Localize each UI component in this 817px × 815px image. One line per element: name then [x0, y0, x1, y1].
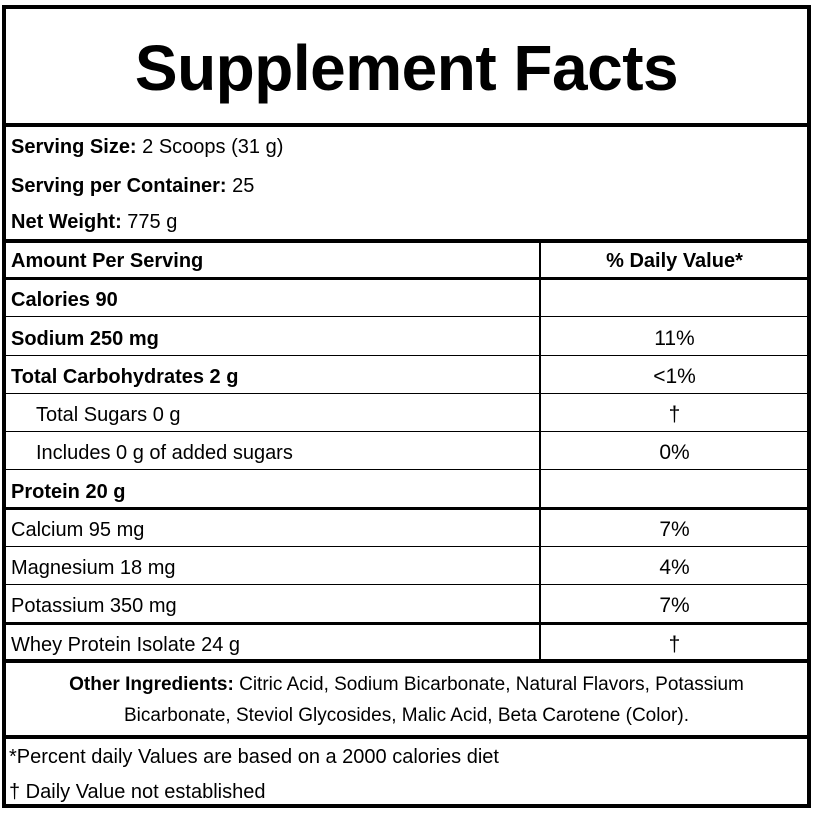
- nutrient-dv: 4%: [659, 556, 690, 579]
- row-divider: [6, 546, 807, 547]
- nutrient-dv: 11%: [654, 327, 695, 350]
- percent-daily-value-note: *Percent daily Values are based on a 200…: [9, 746, 499, 768]
- daily-value-header: % Daily Value*: [606, 250, 743, 272]
- header-divider: [6, 277, 807, 280]
- supplement-facts-label: Supplement Facts Serving Size: 2 Scoops …: [2, 5, 811, 808]
- nutrient-name: Total Sugars 0 g: [36, 404, 181, 426]
- section-divider: [6, 659, 807, 663]
- nutrient-name: Total Carbohydrates 2 g: [11, 366, 239, 388]
- row-divider: [6, 316, 807, 317]
- nutrient-name: Potassium 350 mg: [11, 595, 177, 617]
- row-divider: [6, 393, 807, 394]
- net-weight: Net Weight: 775 g: [11, 210, 177, 234]
- row-divider: [6, 584, 807, 585]
- serving-size-label: Serving Size:: [11, 136, 137, 158]
- serving-size: Serving Size: 2 Scoops (31 g): [11, 135, 283, 159]
- column-divider: [539, 241, 541, 661]
- servings-per-container-value: 25: [226, 175, 255, 197]
- page-title: Supplement Facts: [134, 32, 679, 104]
- nutrient-dv: 0%: [659, 441, 690, 464]
- row-divider: [6, 431, 807, 432]
- net-weight-label: Net Weight:: [11, 211, 122, 233]
- nutrient-name: Calcium 95 mg: [11, 519, 145, 541]
- row-divider: [6, 469, 807, 470]
- nutrient-name: Calories 90: [11, 289, 118, 311]
- other-ingredients-text: Citric Acid, Sodium Bicarbonate, Natural…: [124, 674, 744, 726]
- nutrient-dv: <1%: [653, 365, 696, 388]
- servings-per-container-label: Serving per Container:: [11, 175, 227, 197]
- net-weight-value: 775 g: [121, 211, 178, 233]
- section-divider: [6, 622, 807, 625]
- nutrient-name: Protein 20 g: [11, 481, 126, 503]
- nutrient-name: Sodium 250 mg: [11, 328, 159, 350]
- serving-size-value: 2 Scoops (31 g): [136, 136, 284, 158]
- row-divider: [6, 355, 807, 356]
- nutrient-name: Whey Protein Isolate 24 g: [11, 634, 241, 656]
- section-divider: [6, 507, 807, 510]
- nutrient-dv: †: [668, 633, 681, 656]
- dagger-note: † Daily Value not established: [9, 781, 266, 803]
- other-ingredients: Other Ingredients: Citric Acid, Sodium B…: [6, 669, 807, 731]
- serving-divider: [6, 239, 807, 243]
- title-divider: [6, 123, 807, 127]
- footer-divider: [6, 735, 807, 739]
- nutrient-dv: 7%: [659, 594, 690, 617]
- servings-per-container: Serving per Container: 25: [11, 174, 254, 198]
- nutrient-name: Includes 0 g of added sugars: [36, 442, 293, 464]
- amount-per-serving-header: Amount Per Serving: [11, 250, 204, 272]
- nutrient-dv: 7%: [659, 518, 690, 541]
- nutrient-name: Magnesium 18 mg: [11, 557, 176, 579]
- nutrient-dv: †: [668, 403, 681, 426]
- other-ingredients-label: Other Ingredients:: [69, 674, 234, 695]
